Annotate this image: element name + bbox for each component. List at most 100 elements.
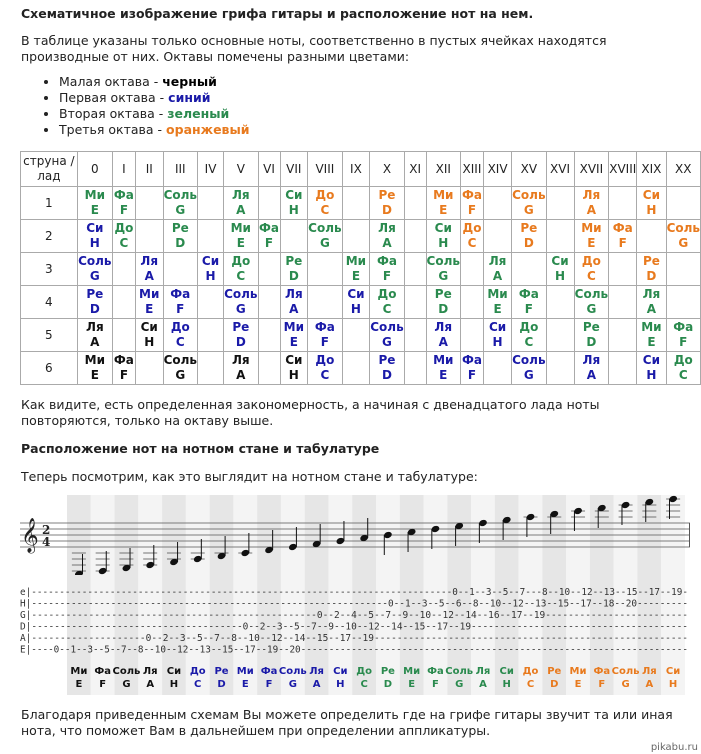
note-name: Си: [285, 353, 303, 367]
octave-color-name: зеленый: [167, 106, 230, 121]
tab-note-name: Си: [666, 666, 680, 677]
note-name: До: [315, 188, 335, 202]
empty-cell: [608, 252, 638, 286]
tab-note-name: Ля: [143, 666, 158, 677]
note-cell: Ре D: [369, 351, 405, 385]
empty-cell: [196, 219, 225, 253]
string-row: 5 Ля А Си Н До С Ре D Ми Е Фа F Соль G Ля А Си Н До С Ре D Ми Е Ф…: [20, 318, 701, 352]
column-band: [399, 495, 424, 695]
string-number: 4: [20, 285, 78, 319]
empty-cell: [162, 252, 199, 286]
tab-note-letter: F: [598, 679, 605, 690]
note-letter: H: [646, 203, 657, 217]
note-name: Ми: [641, 320, 662, 334]
octave-color-name: синий: [168, 90, 211, 105]
note-name: Ре: [434, 287, 452, 301]
empty-cell: [665, 285, 701, 319]
staff-note: [431, 525, 440, 549]
empty-cell: [196, 285, 225, 319]
time-signature-top: 2: [42, 523, 50, 537]
column-band: [637, 495, 662, 695]
tab-note-letter: D: [384, 679, 392, 690]
tab-note-name: До: [356, 666, 372, 677]
note-head: [597, 504, 606, 512]
note-name: Си: [488, 320, 507, 334]
note-name: Ля: [642, 287, 661, 301]
note-letter: D: [523, 236, 534, 250]
note-cell: Ре D: [369, 186, 405, 220]
note-cell: Фа F: [459, 351, 484, 385]
note-cell: Фа F: [369, 252, 405, 286]
note-head: [621, 501, 630, 509]
string-row: 4 Ре D Ми Е Фа F Соль G Ля А Си Н До С Ре D Ми Е Фа F Соль G Ля…: [20, 285, 701, 319]
note-letter: D: [586, 335, 597, 349]
note-letter: Н: [492, 335, 503, 349]
tab-note-name: Фа: [94, 666, 111, 677]
octave-label: Третья октава -: [59, 122, 167, 137]
fret-header: X: [369, 151, 405, 187]
music-staff: 𝄞 24: [20, 495, 690, 575]
note-name: Ми: [345, 254, 367, 268]
column-band: [185, 495, 210, 695]
note-cell: До C: [307, 186, 343, 220]
empty-cell: [608, 285, 638, 319]
note-name: До: [673, 353, 693, 367]
empty-cell: [111, 285, 136, 319]
note-name: Ми: [433, 353, 454, 367]
fret-header: 0: [76, 151, 113, 187]
note-letter: Н: [89, 236, 100, 250]
note-cell: Ми Е: [482, 285, 513, 319]
string-row: 3 Соль G Ля А Си Н До С Ре D Ми Е Фа F Соль G Ля А Си Н До C Ре…: [20, 252, 701, 286]
note-head: [98, 567, 107, 575]
note-name: Соль: [666, 221, 700, 235]
note-cell: До С: [162, 318, 199, 352]
note-letter: Е: [90, 203, 99, 217]
note-cell: Ми Е: [636, 318, 667, 352]
section2-intro: Теперь посмотрим, как это выглядит на но…: [21, 469, 478, 484]
fret-header: XVII: [573, 151, 610, 187]
column-band: [494, 495, 519, 695]
note-letter: G: [438, 269, 449, 283]
note-cell: Ре D: [76, 285, 113, 319]
note-cell: Фа F: [111, 186, 136, 220]
fret-header: V: [223, 151, 259, 187]
empty-cell: [608, 186, 638, 220]
empty-cell: [482, 351, 513, 385]
note-cell: Си Н: [636, 351, 667, 385]
empty-cell: [307, 252, 343, 286]
note-letter: А: [586, 368, 597, 382]
column-band: [280, 495, 305, 695]
note-head: [336, 537, 345, 545]
note-name: Ре: [520, 221, 538, 235]
tab-note-letter: H: [669, 679, 677, 690]
note-head: [146, 561, 155, 569]
tab-note-name: Ре: [381, 666, 395, 677]
tab-note-name: Ре: [214, 666, 228, 677]
note-name: Ля: [85, 320, 104, 334]
note-cell: Ре D: [511, 219, 547, 253]
note-cell: Соль G: [573, 285, 610, 319]
note-name: До: [377, 287, 397, 301]
fret-header: XIX: [636, 151, 667, 187]
octave-item: Первая октава - синий: [59, 90, 250, 106]
section2-title: Расположение нот на нотном стане и табул…: [21, 441, 380, 456]
note-cell: Ми E: [573, 219, 610, 253]
column-band: [138, 495, 163, 695]
empty-cell: [665, 186, 701, 220]
empty-cell: [403, 351, 427, 385]
note-name: Ми: [581, 221, 602, 235]
note-cell: Ля А: [482, 252, 513, 286]
tab-line: A|--------------------0--2--3--5--7--8--…: [20, 633, 688, 644]
fretboard-table: струна / лад 0 I II III IV V VI VII VIII IX X XI XII X…: [20, 151, 701, 385]
tab-line: e|--------------------------------------…: [20, 587, 688, 598]
note-cell: Ми Е: [223, 219, 259, 253]
empty-cell: [459, 285, 484, 319]
note-letter: Е: [351, 269, 361, 283]
note-cell: До C: [573, 252, 610, 286]
note-head: [360, 534, 369, 542]
octave-item: Вторая октава - зеленый: [59, 106, 250, 122]
empty-cell: [482, 186, 513, 220]
note-letter: С: [382, 302, 392, 316]
column-band: [542, 495, 567, 695]
tab-note-name: Ля: [309, 666, 324, 677]
